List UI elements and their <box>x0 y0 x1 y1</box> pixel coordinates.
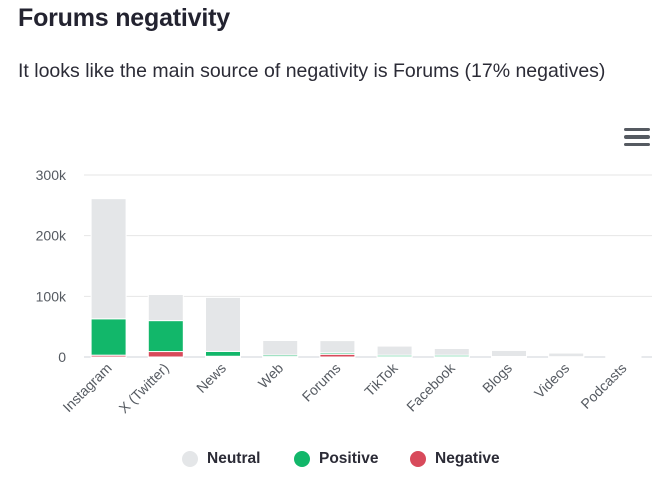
bars <box>90 198 642 358</box>
bar-neutral-blogs[interactable] <box>491 349 527 358</box>
bar-positive-instagram[interactable] <box>90 318 127 356</box>
hamburger-menu-icon[interactable] <box>624 126 650 148</box>
x-tick-label: Forums <box>299 360 344 405</box>
bar-neutral-news[interactable] <box>205 296 241 352</box>
x-tick-label: Videos <box>531 360 572 401</box>
y-tick-label: 0 <box>58 349 66 365</box>
menu-bar <box>624 135 650 139</box>
legend-item-negative[interactable]: Negative <box>410 450 500 468</box>
chart-legend: Neutral Positive Negative <box>0 450 672 476</box>
y-tick-label: 200k <box>36 228 67 244</box>
x-axis-ticks: Instagram X (Twitter) News Web Forums TikTok F… <box>59 359 629 416</box>
y-tick-label: 300k <box>36 167 67 183</box>
bar-positive-news[interactable] <box>205 350 241 357</box>
legend-item-neutral[interactable]: Neutral <box>182 450 260 468</box>
bar-positive-x-twitter[interactable] <box>147 320 184 353</box>
x-tick-label: Instagram <box>59 360 114 415</box>
legend-label: Neutral <box>207 450 261 467</box>
x-tick-label: TikTok <box>361 359 401 399</box>
bar-neutral-facebook[interactable] <box>433 348 470 356</box>
legend-label: Negative <box>435 450 500 467</box>
legend-swatch-icon <box>182 451 198 467</box>
y-axis-ticks: 0 100k 200k 300k <box>36 167 67 365</box>
chart-title: Forums negativity <box>18 4 230 32</box>
legend-item-positive[interactable]: Positive <box>294 450 378 468</box>
stacked-bar-chart: 0 100k 200k 300k Instagram X (Twitter) News We… <box>36 167 652 416</box>
legend-swatch-icon <box>294 451 310 467</box>
bar-neutral-videos[interactable] <box>548 352 585 358</box>
x-tick-label: News <box>193 360 229 396</box>
bar-neutral-forums[interactable] <box>319 340 356 354</box>
y-tick-label: 100k <box>36 288 67 304</box>
x-tick-label: Blogs <box>479 360 515 396</box>
legend-swatch-icon <box>410 451 426 467</box>
bar-neutral-web[interactable] <box>262 339 299 356</box>
x-tick-label: Facebook <box>403 359 458 414</box>
bar-neutral-tiktok[interactable] <box>376 345 413 356</box>
menu-bar <box>624 128 650 132</box>
x-tick-label: Web <box>255 360 287 392</box>
chart-subtitle: It looks like the main source of negativ… <box>18 60 606 82</box>
bar-neutral-x-twitter[interactable] <box>147 294 184 322</box>
legend-label: Positive <box>319 450 379 467</box>
x-tick-label: Podcasts <box>577 360 629 412</box>
bar-negative-x-twitter[interactable] <box>147 351 184 358</box>
bar-neutral-instagram[interactable] <box>90 198 127 320</box>
menu-bar <box>624 142 650 146</box>
x-tick-label: X (Twitter) <box>116 360 172 416</box>
